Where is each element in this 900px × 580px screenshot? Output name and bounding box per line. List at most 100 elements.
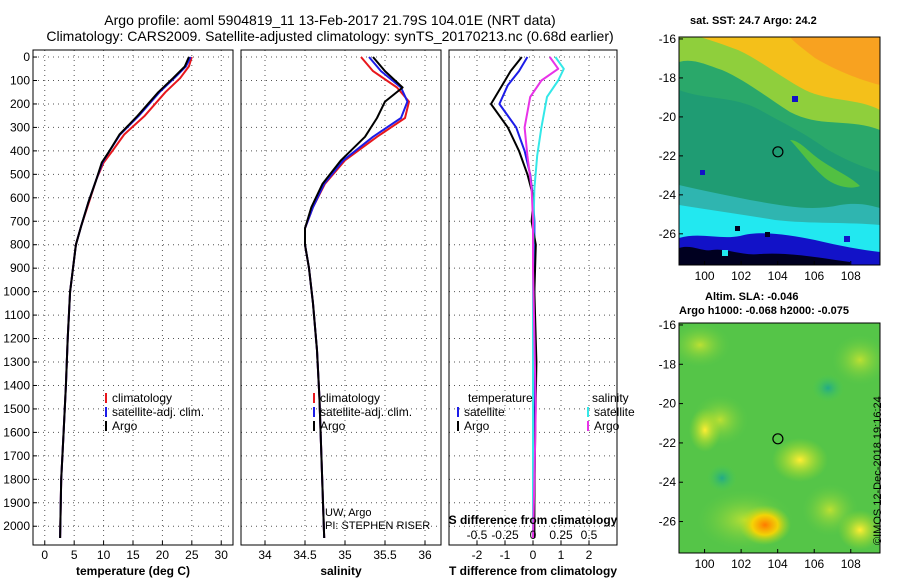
map-y-tick-label: -22: [659, 436, 677, 450]
map-y-tick-label: -16: [659, 32, 677, 46]
x-axis-label: salinity: [320, 564, 362, 578]
map-y-tick-label: -24: [659, 188, 677, 202]
series-line-s-satellite: [532, 56, 565, 538]
secondary-tick-label: -0.25: [491, 528, 519, 542]
x-tick-label: 10: [97, 548, 111, 562]
map-x-tick-label: 106: [804, 269, 824, 283]
map-axes: 100 102 104 106 108 -16 -18 -20 -22 -24 -26 100 102 1…: [659, 32, 861, 571]
map-x-tick-label: 100: [695, 269, 715, 283]
x-tick-label: 35: [338, 548, 352, 562]
map-x-tick-label: 108: [841, 269, 861, 283]
legend-label: climatology: [112, 391, 172, 405]
x-tick-label: 36: [418, 548, 432, 562]
x-tick-label: 2: [586, 548, 593, 562]
series-line-argo: [59, 56, 190, 539]
x-tick-label: 34.5: [293, 548, 317, 562]
map-x-tick-label: 104: [768, 557, 788, 571]
y-tick-label: 300: [10, 120, 30, 134]
y-tick-label: 0: [23, 50, 30, 64]
legend-label: climatology: [320, 391, 380, 405]
sla-map: [678, 322, 881, 554]
map-y-tick-label: -20: [659, 397, 677, 411]
series-line-climatology: [304, 56, 410, 539]
credit-line2: PI: STEPHEN RISER: [325, 520, 431, 532]
x-tick-label: 5: [71, 548, 78, 562]
map-x-tick-label: 102: [731, 269, 751, 283]
panel-frame: [240, 49, 442, 546]
y-tick-label: 200: [10, 97, 30, 111]
legend-label: satellite-adj. clim.: [320, 405, 412, 419]
map-y-tick-label: -16: [659, 318, 677, 332]
difference-panel: -2 -1 0 1 2 T difference from climatology temp…: [448, 49, 635, 578]
legend-label: Argo: [464, 419, 490, 433]
y-tick-label: 1300: [3, 355, 30, 369]
y-tick-label: 500: [10, 167, 30, 181]
x-tick-label: 25: [185, 548, 199, 562]
legend-title-salinity: salinity: [592, 391, 629, 405]
salinity-panel: 34 34.5 35 35.5 36 salinity climatologysatelli…: [240, 49, 442, 578]
x-tick-label: 1: [558, 548, 565, 562]
y-tick-label: 2000: [3, 519, 30, 533]
x-tick-label: 30: [215, 548, 229, 562]
map-x-tick-label: 102: [731, 557, 751, 571]
figure-title-line1: Argo profile: aoml 5904819_11 13-Feb-201…: [104, 12, 556, 28]
series-line-satellite-adj-clim-: [304, 56, 409, 539]
y-tick-label: 700: [10, 214, 30, 228]
imos-watermark: ©IMOS 12-Dec-2018 19:16:24: [872, 396, 884, 545]
y-tick-label: 1000: [3, 285, 30, 299]
temperature-panel: 0 5 10 15 20 25 30 temperature (deg C) 0 100 200 30…: [3, 49, 234, 578]
legend-title-temperature: temperature: [468, 391, 533, 405]
y-tick-label: 1700: [3, 449, 30, 463]
x-axis-label: T difference from climatology: [449, 564, 617, 578]
y-tick-label: 1400: [3, 378, 30, 392]
map-y-tick-label: -26: [659, 515, 677, 529]
series-line-s-argo: [523, 56, 560, 539]
map-y-tick-label: -18: [659, 71, 677, 85]
x-tick-label: 0: [41, 548, 48, 562]
x-tick-label: 15: [126, 548, 140, 562]
map-y-tick-label: -22: [659, 149, 677, 163]
x-tick-label: 0: [530, 548, 537, 562]
sla-map-frame: [678, 322, 881, 554]
legend-label: Argo: [112, 419, 138, 433]
y-tick-label: 900: [10, 261, 30, 275]
legend-label: satellite-adj. clim.: [112, 405, 204, 419]
series-line-t-argo: [490, 56, 538, 538]
y-tick-label: 600: [10, 191, 30, 205]
y-tick-label: 1800: [3, 472, 30, 486]
map-y-tick-label: -18: [659, 357, 677, 371]
figure-title-line2: Climatology: CARS2009. Satellite-adjuste…: [46, 28, 614, 44]
x-tick-label: 20: [156, 548, 170, 562]
y-tick-label: 1900: [3, 496, 30, 510]
secondary-tick-label: 0.5: [581, 528, 598, 542]
y-tick-label: 1500: [3, 402, 30, 416]
x-axis-label: temperature (deg C): [76, 564, 190, 578]
map-y-tick-label: -20: [659, 110, 677, 124]
secondary-tick-label: 0: [530, 528, 537, 542]
sst-map-title: sat. SST: 24.7 Argo: 24.2: [690, 15, 817, 27]
legend-label: satellite: [464, 405, 505, 419]
secondary-axis-label: S difference from climatology: [449, 513, 618, 527]
legend-label: Argo: [594, 419, 620, 433]
x-tick-label: -1: [500, 548, 511, 562]
sla-map-title: Altim. SLA: -0.046: [705, 291, 799, 303]
x-tick-label: 35.5: [373, 548, 397, 562]
map-x-tick-label: 108: [841, 557, 861, 571]
sst-map-frame: [678, 36, 881, 266]
y-tick-label: 800: [10, 238, 30, 252]
map-x-tick-label: 100: [695, 557, 715, 571]
y-tick-label: 400: [10, 144, 30, 158]
sst-argo-marker: [772, 146, 784, 158]
map-y-tick-label: -24: [659, 475, 677, 489]
y-tick-label: 100: [10, 73, 30, 87]
y-tick-label: 1100: [4, 308, 30, 322]
y-tick-label: 1200: [3, 332, 30, 346]
series-line-argo: [304, 56, 404, 539]
secondary-tick-label: -0.5: [467, 528, 488, 542]
sla-argo-marker: [772, 433, 784, 445]
secondary-tick-label: 0.25: [549, 528, 573, 542]
x-tick-label: -2: [472, 548, 483, 562]
legend-label: satellite: [594, 405, 635, 419]
sst-map: [678, 36, 881, 266]
